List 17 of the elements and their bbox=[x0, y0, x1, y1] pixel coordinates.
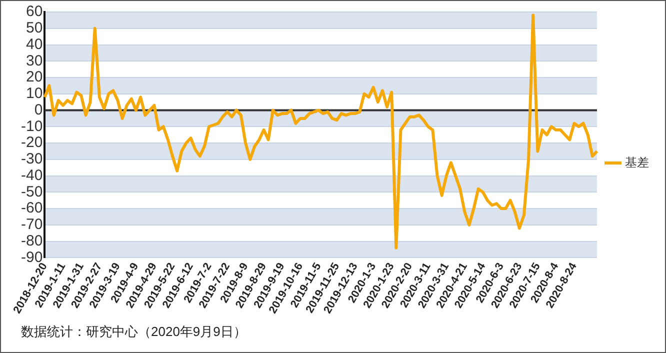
y-tick-label: -10 bbox=[20, 118, 43, 135]
legend-label: 基差 bbox=[625, 155, 649, 170]
y-tick-label: -70 bbox=[20, 216, 43, 234]
y-tick-label: 30 bbox=[26, 52, 43, 70]
y-tick-label: 10 bbox=[26, 85, 43, 102]
y-tick-label: -80 bbox=[20, 232, 43, 250]
y-tick-label: 20 bbox=[26, 68, 43, 86]
y-tick-label: 40 bbox=[26, 36, 43, 53]
y-tick-label: -50 bbox=[20, 183, 43, 200]
y-tick-label: -30 bbox=[20, 150, 43, 168]
y-tick-label: 60 bbox=[26, 3, 43, 20]
y-tick-label: -60 bbox=[20, 200, 43, 217]
text: 数据统计：研究中心（2020年9月9日） bbox=[21, 323, 246, 341]
y-tick-label: -40 bbox=[20, 166, 43, 184]
y-tick-label: 50 bbox=[26, 20, 43, 37]
y-tick-label: 0 bbox=[34, 101, 43, 118]
y-tick-label: -20 bbox=[20, 134, 43, 152]
